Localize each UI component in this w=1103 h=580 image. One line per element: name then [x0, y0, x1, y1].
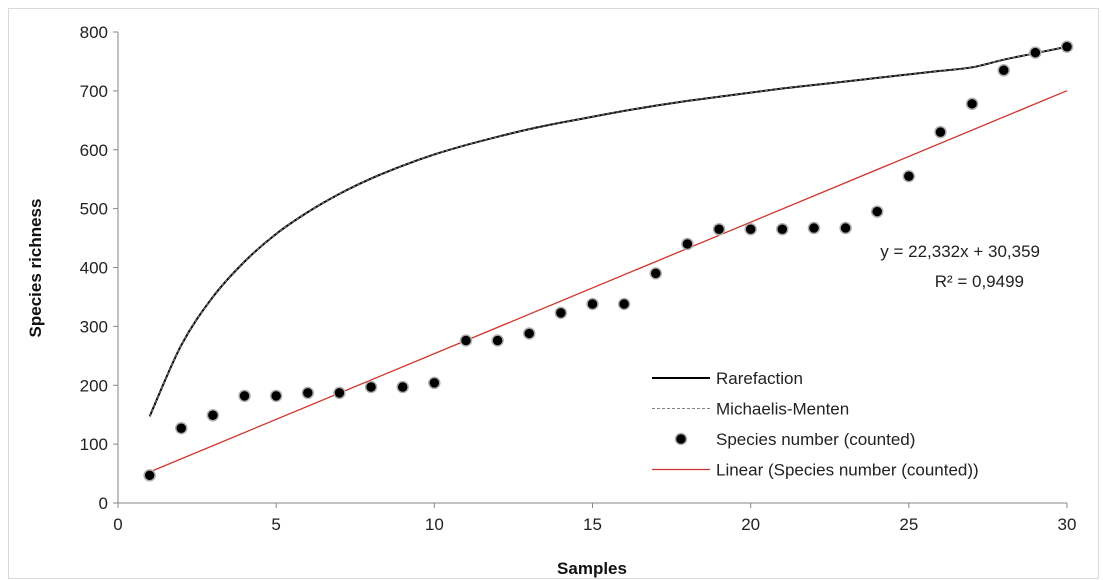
scatter-point	[586, 297, 599, 311]
scatter-point	[649, 267, 663, 280]
scatter-point	[807, 221, 821, 235]
scatter-point	[712, 222, 726, 236]
scatter-point	[522, 327, 536, 340]
scatter-point	[776, 222, 789, 236]
scatter-points-group	[143, 40, 1074, 482]
x-tick-label: 20	[741, 515, 760, 534]
scatter-point	[364, 380, 378, 394]
legend-label: Linear (Species number (counted))	[716, 461, 979, 480]
legend-swatch-species-number	[674, 432, 688, 446]
scatter-point	[681, 237, 694, 251]
scatter-point	[333, 386, 346, 400]
y-tick-label: 800	[80, 23, 108, 42]
x-tick-label: 25	[899, 515, 918, 534]
scatter-point	[554, 306, 568, 320]
scatter-point	[934, 125, 947, 139]
legend: Rarefaction Michaelis-Menten Species numbe…	[652, 369, 979, 480]
x-tick-label: 0	[113, 515, 122, 534]
scatter-point	[175, 421, 188, 435]
y-tick-label: 400	[80, 259, 108, 278]
scatter-point	[396, 380, 409, 394]
legend-label: Michaelis-Menten	[716, 400, 849, 419]
y-tick-label: 100	[80, 435, 108, 454]
y-tick-label: 300	[80, 317, 108, 336]
y-tick-label: 200	[80, 376, 108, 395]
series-lines-group	[148, 45, 1068, 473]
x-tick-label: 30	[1058, 515, 1077, 534]
y-tick-label: 500	[80, 200, 108, 219]
scatter-point	[1029, 46, 1042, 59]
trendline-equation: y = 22,332x + 30,359	[880, 242, 1040, 261]
x-axis-title: Samples	[557, 559, 627, 578]
legend-label: Rarefaction	[716, 369, 803, 388]
scatter-point	[870, 205, 884, 218]
x-tick-label: 10	[425, 515, 444, 534]
text-group: y = 22,332x + 30,359 R² = 0,9499 Samples…	[26, 199, 1040, 578]
trendline-r-squared: R² = 0,9499	[935, 272, 1024, 291]
scatter-point	[902, 169, 916, 183]
scatter-point	[1060, 40, 1074, 53]
x-tick-label: 15	[583, 515, 602, 534]
y-axis-title: Species richness	[26, 199, 45, 338]
scatter-point	[459, 334, 473, 347]
y-tick-label: 600	[80, 141, 108, 160]
scatter-point	[143, 469, 156, 482]
scatter-point	[206, 409, 220, 422]
scatter-point	[839, 221, 852, 235]
scatter-point	[997, 64, 1010, 77]
scatter-point	[965, 97, 979, 111]
michaelis-menten-line	[149, 46, 1068, 417]
scatter-point	[269, 389, 283, 403]
scatter-point	[238, 389, 251, 403]
axes-group: 0 100 200 300 400 500 600 700 800 0 5 10 15 20 25 30	[80, 23, 1077, 534]
y-tick-label: 0	[99, 494, 108, 513]
y-tick-label: 700	[80, 82, 108, 101]
legend-label: Species number (counted)	[716, 430, 915, 449]
scatter-point	[301, 386, 315, 400]
linear-trendline	[149, 90, 1068, 473]
scatter-point	[617, 297, 631, 311]
x-tick-label: 5	[271, 515, 280, 534]
scatter-point	[491, 334, 504, 347]
scatter-point	[428, 376, 441, 390]
scatter-point	[744, 222, 757, 236]
chart-border	[8, 8, 1099, 579]
